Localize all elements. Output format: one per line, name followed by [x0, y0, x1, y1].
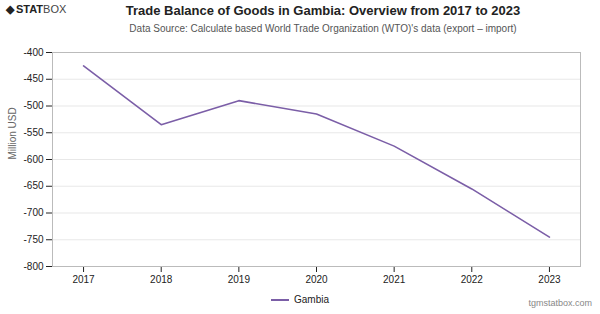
svg-text:-500: -500	[23, 100, 43, 111]
svg-text:2017: 2017	[72, 274, 95, 285]
html-text:◆ STAT BOX: ◆ STAT BOX	[6, 3, 67, 15]
svg-text:-700: -700	[23, 207, 43, 218]
svg-text:-600: -600	[23, 154, 43, 165]
svg-text:-450: -450	[23, 73, 43, 84]
html-text:Data Source: Calculate based W: Data Source: Calculate based World Trade…	[129, 23, 517, 34]
svg-text:-750: -750	[23, 234, 43, 245]
svg-text:-650: -650	[23, 180, 43, 191]
svg-text:Million USD: Million USD	[7, 107, 18, 159]
svg-text:2020: 2020	[305, 274, 328, 285]
svg-text:2019: 2019	[228, 274, 251, 285]
svg-text:2023: 2023	[538, 274, 561, 285]
svg-text:2021: 2021	[383, 274, 406, 285]
html-text:Trade Balance of Goods in Gamb: Trade Balance of Goods in Gambia: Overvi…	[125, 3, 521, 18]
svg-text:2018: 2018	[150, 274, 173, 285]
html-text:Gambia: Gambia	[294, 294, 329, 305]
svg-text:2022: 2022	[461, 274, 484, 285]
html-text:tgmstatbox.com: tgmstatbox.com	[528, 298, 592, 308]
svg-text:-800: -800	[23, 261, 43, 272]
svg-text:-400: -400	[23, 47, 43, 58]
svg-text:-550: -550	[23, 127, 43, 138]
